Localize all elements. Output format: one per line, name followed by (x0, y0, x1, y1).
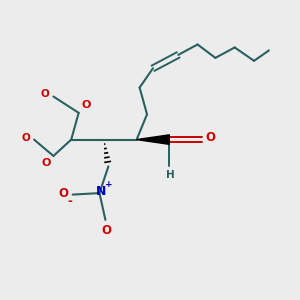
Text: O: O (102, 224, 112, 237)
Text: N: N (96, 185, 106, 198)
Text: O: O (40, 89, 49, 99)
Polygon shape (136, 135, 169, 144)
Text: O: O (206, 131, 216, 144)
Text: -: - (67, 195, 72, 208)
Text: +: + (105, 180, 112, 189)
Text: O: O (21, 133, 30, 143)
Text: O: O (42, 158, 51, 168)
Text: O: O (81, 100, 90, 110)
Text: H: H (166, 170, 175, 180)
Text: O: O (58, 187, 69, 200)
